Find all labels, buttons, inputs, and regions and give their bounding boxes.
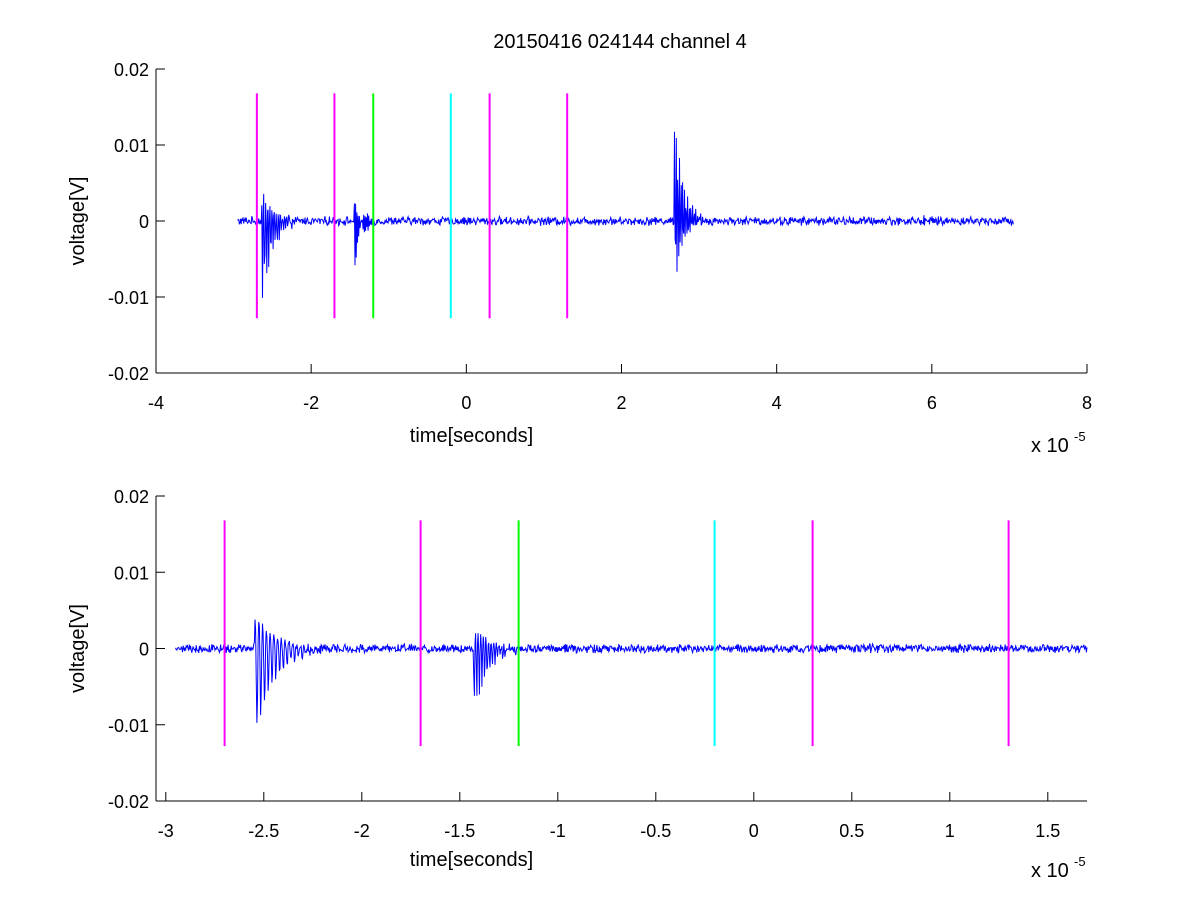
y-tick-label: 0.02 xyxy=(114,60,149,80)
x-tick-label: 1.5 xyxy=(1035,821,1060,841)
y-tick-label: -0.01 xyxy=(108,288,149,308)
x-tick-label: 6 xyxy=(927,393,937,413)
y-tick-label: 0.01 xyxy=(114,136,149,156)
x-tick-label: 4 xyxy=(772,393,782,413)
x-axis-exponent: x 10 -5 xyxy=(1031,854,1086,882)
x-tick-label: -2.5 xyxy=(248,821,279,841)
y-tick-label: 0.02 xyxy=(114,487,149,507)
y-tick-label: 0 xyxy=(139,212,149,232)
x-axis-label: time[seconds] xyxy=(410,849,533,871)
x-tick-label: -2 xyxy=(354,821,370,841)
y-tick-label: 0 xyxy=(139,640,149,660)
x-tick-label: 2 xyxy=(616,393,626,413)
y-tick-label: -0.02 xyxy=(108,364,149,384)
voltage-trace xyxy=(175,619,1088,723)
x-tick-label: 8 xyxy=(1082,393,1092,413)
x-axis-label: time[seconds] xyxy=(410,425,533,447)
bottom-panel: -3 -2.5 -2 -1.5 -1 -0.5 0 0.5 1 1.5 -0.02 -0.01 0 0.0… xyxy=(67,487,1088,882)
x-tick-label: -1 xyxy=(550,821,566,841)
top-panel: -4 -2 0 2 4 6 8 -0.02 -0.01 0 0.01 0.02 time[seconds… xyxy=(67,60,1092,457)
voltage-trace xyxy=(237,131,1014,298)
x-tick-label: -1.5 xyxy=(444,821,475,841)
x-axis-exponent-value: -5 xyxy=(1074,854,1086,869)
y-tick-label: -0.02 xyxy=(108,792,149,812)
y-axis-label: voltage[V] xyxy=(67,604,89,693)
x-tick-label: 0 xyxy=(749,821,759,841)
figure-title: 20150416 024144 channel 4 xyxy=(493,31,747,53)
x-axis-exponent-value: -5 xyxy=(1074,429,1086,444)
x-axis-multiplier: x 10 xyxy=(1031,435,1069,457)
x-tick-label: -4 xyxy=(148,393,164,413)
x-tick-label: -0.5 xyxy=(640,821,671,841)
x-axis-multiplier: x 10 xyxy=(1031,860,1069,882)
y-tick-label: 0.01 xyxy=(114,563,149,583)
x-tick-label: 1 xyxy=(945,821,955,841)
x-tick-label: 0.5 xyxy=(839,821,864,841)
x-tick-label: -2 xyxy=(303,393,319,413)
x-tick-label: -3 xyxy=(158,821,174,841)
x-axis-exponent: x 10 -5 xyxy=(1031,429,1086,457)
y-axis-label: voltage[V] xyxy=(67,177,89,266)
y-tick-label: -0.01 xyxy=(108,716,149,736)
x-tick-label: 0 xyxy=(461,393,471,413)
